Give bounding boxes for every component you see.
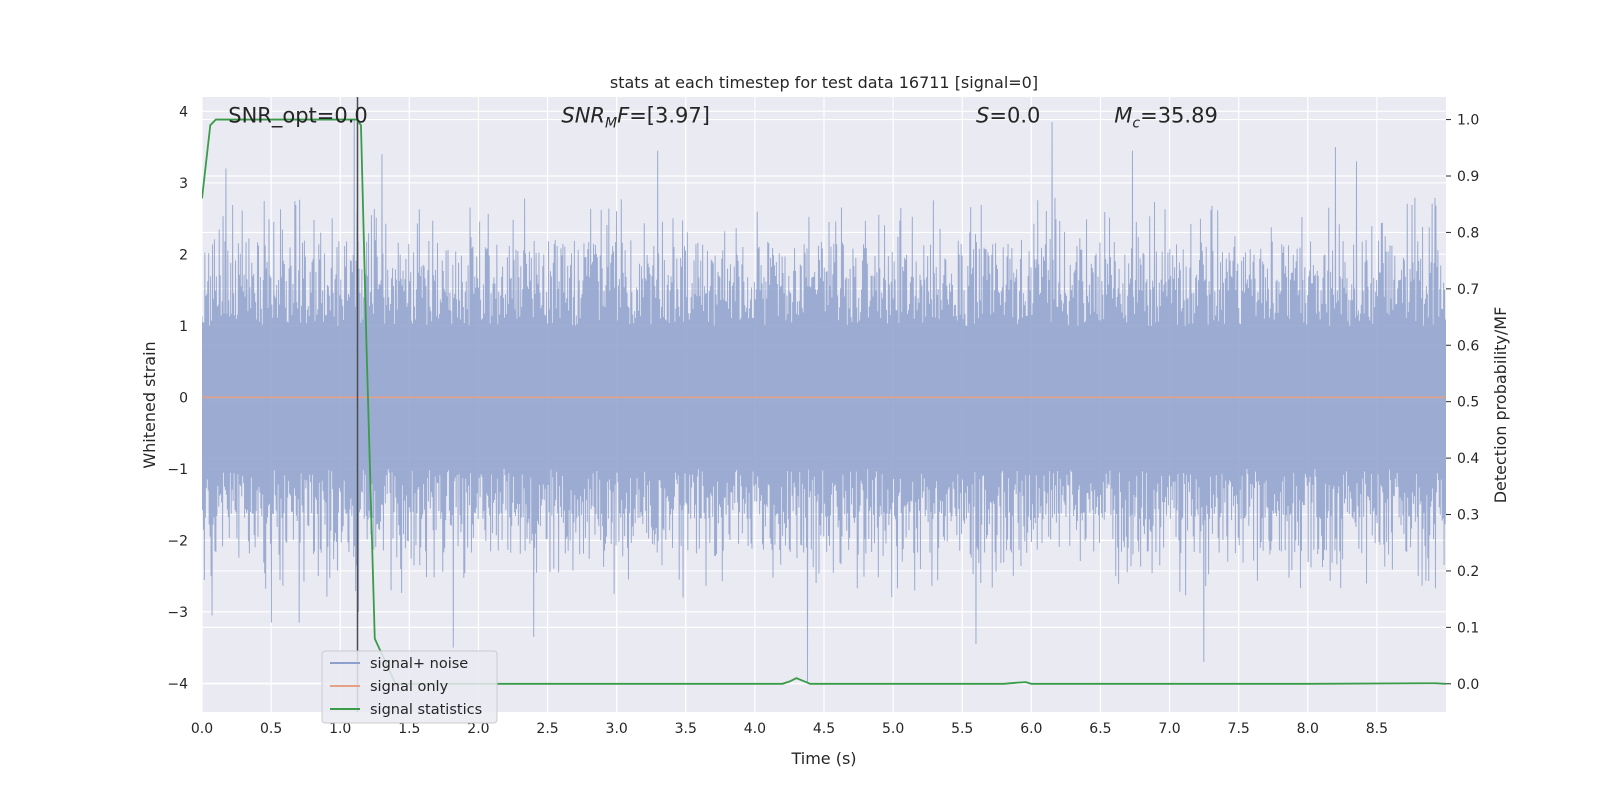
y2-tick-label: 0.8 — [1457, 225, 1479, 241]
x-tick-label: 4.5 — [813, 721, 835, 737]
series-line-signal-statistics — [202, 118, 1446, 685]
x-axis: 0.0 0.5 1.0 1.5 2.0 2.5 3.0 3.5 4.0 4.5 5.0 5.5 6.0 6… — [191, 721, 1388, 737]
x-tick-label: 5.0 — [882, 721, 904, 737]
y2-axis-label: Detection probability/MF — [1491, 307, 1510, 504]
annotation-3: Mc=35.89 — [1114, 104, 1218, 132]
x-tick-label: 3.5 — [675, 721, 697, 737]
y-tick-label: −4 — [167, 676, 188, 692]
chart-title: stats at each timestep for test data 167… — [610, 73, 1038, 92]
y2-tick-label: 0.7 — [1457, 282, 1479, 298]
series-line-signal-plus-noise — [202, 118, 1446, 684]
annotation-2: S=0.0 — [976, 104, 1040, 128]
y-tick-label: 1 — [179, 319, 188, 335]
x-tick-label: 7.0 — [1158, 721, 1180, 737]
y-tick-label: −3 — [167, 605, 188, 621]
y2-tick-label: 0.3 — [1457, 508, 1479, 524]
x-tick-label: 8.5 — [1366, 721, 1388, 737]
y2-tick-label: 0.5 — [1457, 395, 1479, 411]
y-tick-label: −2 — [167, 533, 188, 549]
legend-label-signal: signal only — [370, 679, 449, 695]
x-tick-label: 2.0 — [467, 721, 489, 737]
x-tick-label: 1.5 — [398, 721, 420, 737]
x-axis-label: Time (s) — [790, 749, 856, 768]
x-tick-label: 0.0 — [191, 721, 213, 737]
y-axis-left: −4 −3 −2 −1 0 1 2 3 4 — [167, 104, 188, 692]
x-tick-label: 0.5 — [260, 721, 282, 737]
x-tick-label: 2.5 — [536, 721, 558, 737]
y-tick-label: 2 — [179, 247, 188, 263]
y2-tick-label: 0.2 — [1457, 564, 1479, 580]
annotations: SNR_opt=0.0 SNRMF=[3.97] S=0.0 Mc=35.89 — [228, 104, 1218, 132]
y-tick-label: −1 — [167, 462, 188, 478]
x-tick-label: 1.0 — [329, 721, 351, 737]
y2-tick-label: 0.4 — [1457, 451, 1479, 467]
y-axis-right: 0.0 0.1 0.2 0.3 0.4 0.5 0.6 0.7 0.8 0.9 1.0 — [1446, 113, 1479, 693]
legend-label-noise: signal+ noise — [370, 656, 468, 672]
x-tick-label: 5.5 — [951, 721, 973, 737]
y2-tick-label: 0.9 — [1457, 169, 1479, 185]
y2-tick-label: 0.0 — [1457, 677, 1479, 693]
y-tick-label: 4 — [179, 104, 188, 120]
x-tick-label: 6.5 — [1089, 721, 1111, 737]
x-tick-label: 7.5 — [1228, 721, 1250, 737]
legend-label-statistics: signal statistics — [370, 702, 482, 718]
y2-tick-label: 0.6 — [1457, 338, 1479, 354]
x-tick-label: 3.0 — [606, 721, 628, 737]
y-axis-label: Whitened strain — [140, 341, 159, 468]
y-tick-label: 0 — [179, 390, 188, 406]
x-tick-label: 8.0 — [1297, 721, 1319, 737]
annotation-0: SNR_opt=0.0 — [228, 104, 368, 129]
annotation-1: SNRMF=[3.97] — [561, 104, 710, 132]
y-tick-label: 3 — [179, 176, 188, 192]
y2-tick-label: 0.1 — [1457, 620, 1479, 636]
y2-tick-label: 1.0 — [1457, 113, 1479, 129]
x-tick-label: 4.0 — [744, 721, 766, 737]
data-layer — [202, 97, 1446, 712]
legend-box — [321, 650, 498, 724]
legend: signal+ noise signal only signal statist… — [321, 650, 498, 724]
x-tick-label: 6.0 — [1020, 721, 1042, 737]
